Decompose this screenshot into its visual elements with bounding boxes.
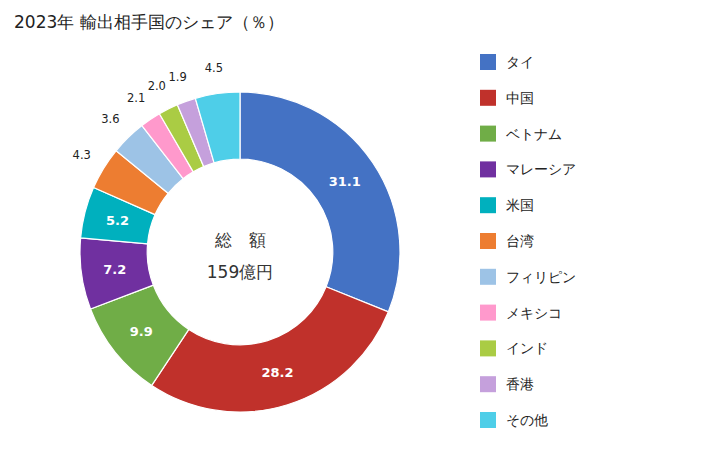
legend-swatch [480,126,496,142]
data-label: 28.2 [262,365,294,380]
legend-swatch [480,340,496,356]
legend-swatch [480,412,496,428]
chart-svg: 2023年 輸出相手国のシェア（％） 31.1 28.2 9.9 7.2 5.2 4.3 3.… [0,0,728,450]
legend-label: メキシコ [506,305,562,321]
data-label: 2.0 [148,79,166,93]
data-label: 3.6 [101,112,119,126]
data-label: 2.1 [127,91,145,105]
legend-swatch [480,233,496,249]
legend-label: その他 [506,412,548,428]
data-label: 31.1 [329,174,361,189]
chart-title: 2023年 輸出相手国のシェア（％） [14,12,284,32]
legend-swatch [480,54,496,70]
slices [80,92,400,412]
data-label: 1.9 [169,70,187,84]
legend-label: 米国 [506,197,534,213]
legend-label: タイ [506,54,534,70]
data-label: 4.3 [73,148,91,162]
slice [195,92,240,163]
legend-swatch [480,269,496,285]
legend-label: インド [506,340,548,356]
legend-label: 台湾 [506,233,534,249]
data-label: 9.9 [130,324,153,339]
center-label: 総 額 [214,230,266,250]
legend-swatch [480,305,496,321]
data-label: 7.2 [103,262,126,277]
data-label: 5.2 [106,213,129,228]
legend-label: マレーシア [506,161,576,177]
legend-label: フィリピン [506,269,576,285]
legend-swatch [480,161,496,177]
legend-swatch [480,90,496,106]
legend-label: 香港 [506,376,534,392]
legend-swatch [480,197,496,213]
data-label: 4.5 [205,61,223,75]
slice [152,287,389,412]
slice [80,238,153,309]
data-labels: 31.1 28.2 9.9 7.2 5.2 4.3 3.6 2.12.01.9 4.5 [73,61,361,380]
legend-label: ベトナム [506,126,562,142]
chart-container: 2023年 輸出相手国のシェア（％） 31.1 28.2 9.9 7.2 5.2 4.3 3.… [0,0,728,450]
center-label: 159億円 [207,262,273,282]
legend: タイ中国ベトナムマレーシア米国台湾フィリピンメキシコインド香港その他 [480,54,576,428]
legend-label: 中国 [506,90,534,106]
legend-swatch [480,376,496,392]
